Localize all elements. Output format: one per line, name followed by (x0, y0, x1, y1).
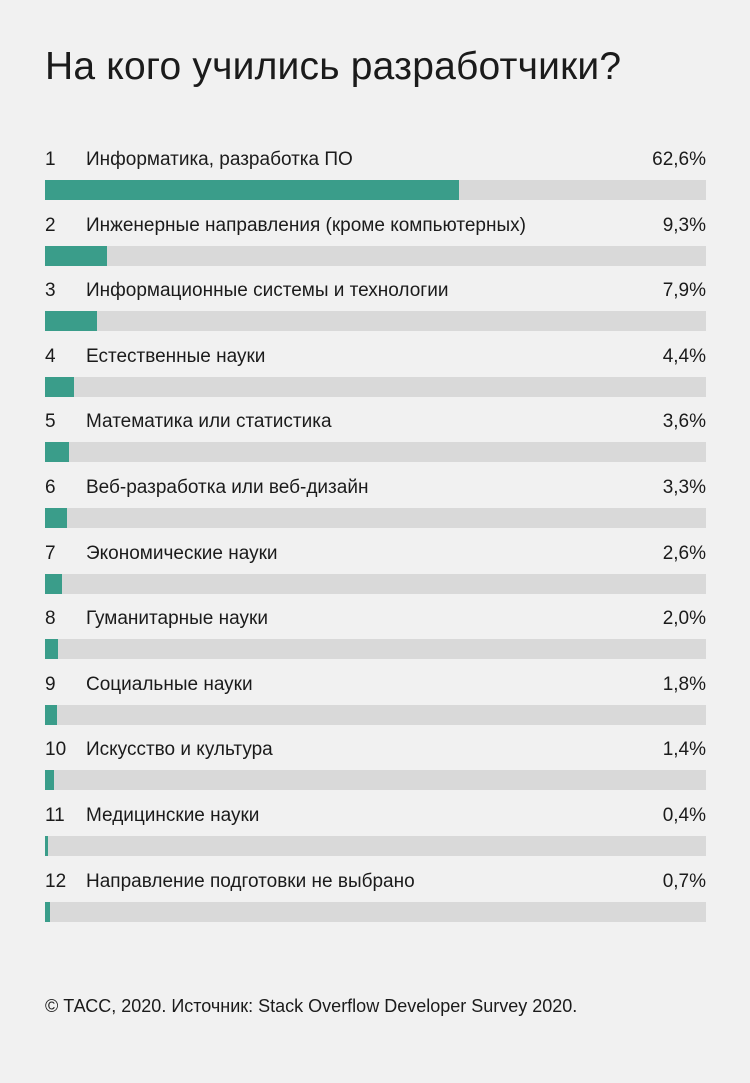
chart-row: 7 Экономические науки 2,6% (45, 539, 706, 595)
row-rank: 3 (45, 280, 56, 301)
bar-track (45, 902, 706, 922)
value-label: 7,9% (662, 280, 706, 301)
bar (45, 770, 55, 790)
category-label: Информационные системы и технологии (86, 280, 449, 301)
bar (45, 639, 59, 659)
value-label: 2,6% (662, 543, 706, 564)
category-label: Гуманитарные науки (86, 608, 268, 629)
row-rank: 10 (45, 739, 67, 760)
value-label: 1,4% (662, 739, 706, 760)
bar (45, 836, 48, 856)
row-rank: 7 (45, 543, 56, 564)
category-label: Математика или статистика (86, 411, 332, 432)
row-rank: 4 (45, 346, 56, 367)
chart-row: 9 Социальные науки 1,8% (45, 670, 706, 726)
bar (45, 902, 50, 922)
bar-track (45, 377, 706, 397)
chart-row: 2 Инженерные направления (кроме компьютер… (45, 211, 706, 267)
bar-track (45, 639, 706, 659)
chart-row: 3 Информационные системы и технологии 7,9% (45, 276, 706, 332)
bar-track (45, 180, 706, 200)
category-label: Веб-разработка или веб-дизайн (86, 477, 369, 498)
source-note: © ТАСС, 2020. Источник: Stack Overflow D… (45, 996, 578, 1016)
category-label: Медицинские науки (86, 805, 260, 826)
bar-track (45, 770, 706, 790)
bar (45, 180, 459, 200)
row-rank: 5 (45, 411, 56, 432)
bar-track (45, 508, 706, 528)
row-rank: 2 (45, 215, 56, 236)
bar (45, 574, 63, 594)
row-rank: 8 (45, 608, 56, 629)
bar-track (45, 311, 706, 331)
value-label: 1,8% (662, 674, 706, 695)
bar (45, 508, 67, 528)
value-label: 62,6% (652, 149, 706, 170)
value-label: 2,0% (662, 608, 706, 629)
bar (45, 246, 107, 266)
category-label: Инженерные направления (кроме компьютерн… (86, 215, 526, 236)
value-label: 4,4% (662, 346, 706, 367)
value-label: 0,4% (662, 805, 706, 826)
category-label: Естественные науки (86, 346, 266, 367)
category-label: Экономические науки (86, 543, 278, 564)
value-label: 9,3% (662, 215, 706, 236)
value-label: 0,7% (662, 871, 706, 892)
category-label: Направление подготовки не выбрано (86, 871, 415, 892)
chart-row: 5 Математика или статистика 3,6% (45, 407, 706, 463)
category-label: Информатика, разработка ПО (86, 149, 353, 170)
category-label: Социальные науки (86, 674, 253, 695)
bar-track (45, 836, 706, 856)
chart-row: 1 Информатика, разработка ПО 62,6% (45, 145, 706, 201)
bar (45, 705, 57, 725)
category-label: Искусство и культура (86, 739, 273, 760)
value-label: 3,6% (662, 411, 706, 432)
bar-track (45, 246, 706, 266)
bar-track (45, 442, 706, 462)
bar-track (45, 574, 706, 594)
chart-row: 8 Гуманитарные науки 2,0% (45, 604, 706, 660)
row-rank: 6 (45, 477, 56, 498)
chart-row: 12 Направление подготовки не выбрано 0,7% (45, 867, 706, 923)
chart-title: На кого учились разработчики? (45, 45, 622, 88)
bar (45, 442, 69, 462)
bar (45, 311, 98, 331)
row-rank: 1 (45, 149, 56, 170)
chart-row: 4 Естественные науки 4,4% (45, 342, 706, 398)
row-rank: 11 (45, 805, 65, 826)
chart-row: 11 Медицинские науки 0,4% (45, 801, 706, 857)
chart-row: 10 Искусство и культура 1,4% (45, 735, 706, 791)
chart-row: 6 Веб-разработка или веб-дизайн 3,3% (45, 473, 706, 529)
value-label: 3,3% (662, 477, 706, 498)
bar (45, 377, 75, 397)
row-rank: 9 (45, 674, 56, 695)
bar-track (45, 705, 706, 725)
row-rank: 12 (45, 871, 67, 892)
